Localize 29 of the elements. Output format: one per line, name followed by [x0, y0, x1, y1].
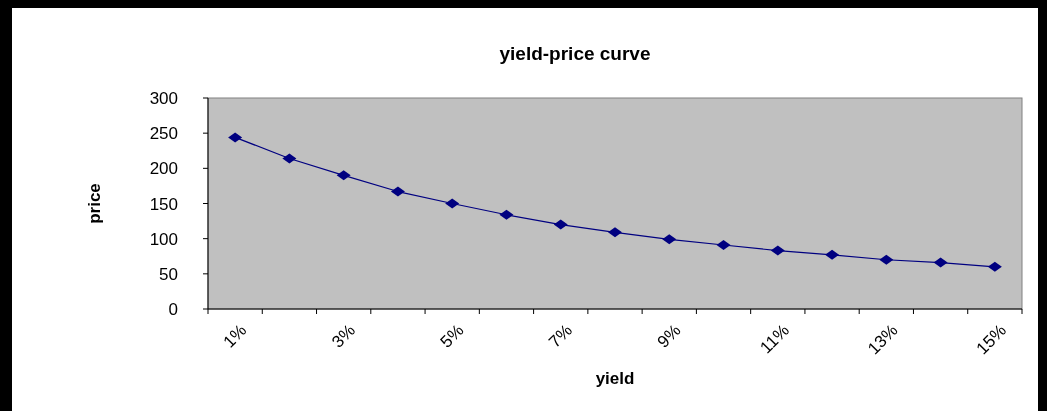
- point: [228, 132, 243, 143]
- x-tick-label: 5%: [436, 320, 468, 352]
- point: [879, 254, 894, 265]
- x-tick-label: 7%: [545, 320, 576, 352]
- point: [662, 234, 677, 245]
- point: [933, 257, 948, 268]
- y-tick-label: 100: [149, 229, 178, 249]
- y-tick-label: 0: [168, 300, 178, 319]
- x-tick-label: 1%: [219, 320, 251, 352]
- y-tick-label: 150: [149, 194, 178, 214]
- point: [608, 227, 622, 238]
- x-tick-label: 3%: [328, 320, 359, 352]
- point: [499, 209, 514, 220]
- y-tick-label: 250: [149, 124, 178, 144]
- x-axis-title: yield: [595, 369, 635, 388]
- point: [445, 198, 460, 209]
- y-tick-label: 300: [149, 89, 178, 108]
- point: [553, 219, 568, 230]
- y-axis-title: price: [85, 183, 104, 224]
- point: [825, 249, 840, 260]
- x-tick-label: 9%: [653, 320, 685, 352]
- y-tick-label: 50: [159, 264, 178, 284]
- y-tick-label: 200: [149, 159, 178, 179]
- point: [770, 245, 785, 256]
- point: [987, 261, 1002, 272]
- point: [390, 186, 405, 197]
- chart-title: yield-price curve: [499, 43, 651, 64]
- point: [282, 153, 297, 164]
- point: [336, 170, 351, 181]
